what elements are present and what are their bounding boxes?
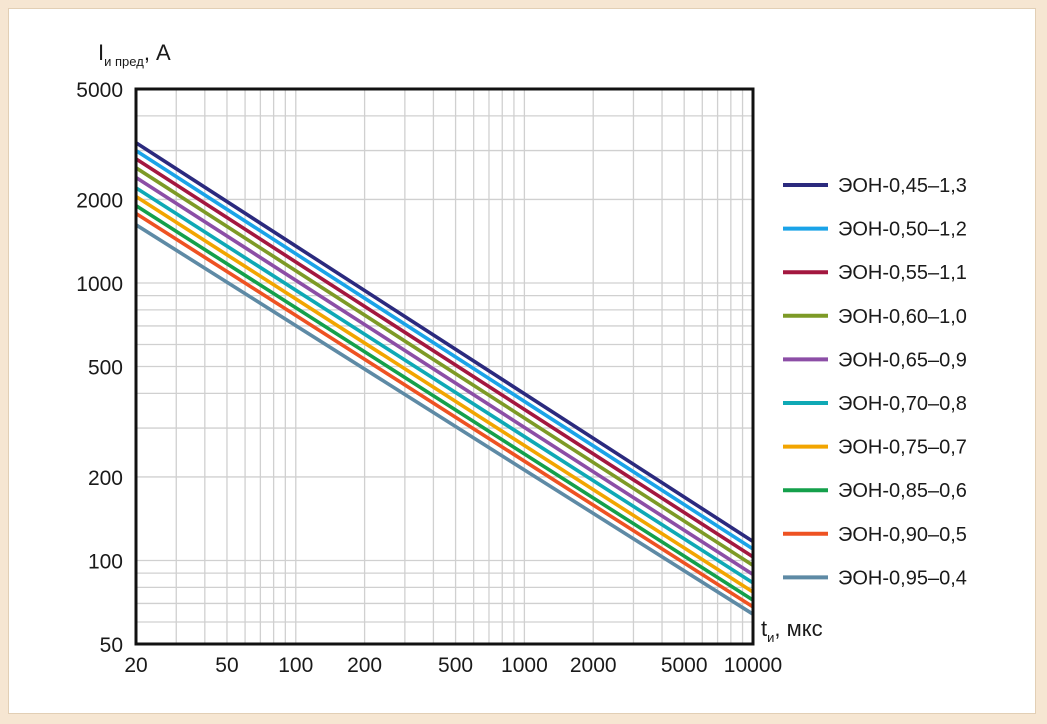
legend-item: ЭОН-0,50–1,2	[783, 219, 967, 241]
y-tick-label: 100	[88, 550, 123, 573]
y-tick-labels: 5000 2000 1000 500 200 100 50	[76, 79, 123, 657]
x-tick-label: 20	[124, 654, 147, 677]
series-line	[135, 141, 754, 544]
series-line	[135, 175, 754, 577]
y-tick-label: 200	[88, 467, 123, 490]
legend-item: ЭОН-0,65–0,9	[783, 349, 967, 371]
chart-frame	[8, 8, 1036, 714]
series-lines	[135, 141, 754, 616]
series-line	[135, 149, 754, 551]
legend-item: ЭОН-0,55–1,1	[783, 262, 967, 284]
legend-label: ЭОН-0,45–1,3	[838, 175, 967, 197]
legend-label: ЭОН-0,75–0,7	[838, 437, 967, 459]
x-axis-label: tи, мкс	[761, 616, 823, 645]
x-tick-label: 500	[438, 654, 473, 677]
x-tick-label: 200	[347, 654, 382, 677]
y-axis-label: Iи пред, А	[98, 40, 171, 69]
legend-item: ЭОН-0,60–1,0	[783, 306, 967, 328]
legend-label: ЭОН-0,50–1,2	[838, 219, 967, 241]
x-tick-label: 1000	[501, 654, 548, 677]
y-tick-label: 5000	[76, 79, 123, 102]
series-line	[135, 204, 754, 602]
x-tick-label: 2000	[570, 654, 617, 677]
legend-label: ЭОН-0,70–0,8	[838, 393, 967, 415]
y-tick-label: 50	[100, 634, 123, 657]
legend-label: ЭОН-0,65–0,9	[838, 349, 967, 371]
legend-item: ЭОН-0,90–0,5	[783, 524, 967, 546]
x-tick-label: 50	[215, 654, 238, 677]
legend-item: ЭОН-0,75–0,7	[783, 437, 967, 459]
series-line	[135, 166, 754, 567]
legend: ЭОН-0,45–1,3 ЭОН-0,50–1,2 ЭОН-0,55–1,1 ЭОН-…	[783, 175, 967, 589]
legend-label: ЭОН-0,95–0,4	[838, 567, 967, 589]
legend-item: ЭОН-0,45–1,3	[783, 175, 967, 197]
plot-border	[134, 87, 755, 646]
x-tick-labels: 20 50 100 200 500 1000 2000 5000 10000	[124, 654, 782, 677]
legend-label: ЭОН-0,90–0,5	[838, 524, 967, 546]
x-tick-label: 100	[278, 654, 313, 677]
series-line	[135, 223, 754, 616]
legend-label: ЭОН-0,85–0,6	[838, 480, 967, 502]
series-line	[135, 211, 754, 609]
legend-item: ЭОН-0,85–0,6	[783, 480, 967, 502]
x-tick-label: 5000	[661, 654, 708, 677]
x-tick-label: 10000	[724, 654, 782, 677]
legend-label: ЭОН-0,55–1,1	[838, 262, 967, 284]
series-line	[135, 186, 754, 585]
legend-item: ЭОН-0,70–0,8	[783, 393, 967, 415]
series-line	[135, 194, 754, 594]
y-tick-label: 2000	[76, 189, 123, 212]
legend-label: ЭОН-0,60–1,0	[838, 306, 967, 328]
legend-item: ЭОН-0,95–0,4	[783, 567, 967, 589]
y-tick-label: 500	[88, 357, 123, 380]
series-line	[135, 157, 754, 559]
y-tick-label: 1000	[76, 273, 123, 296]
